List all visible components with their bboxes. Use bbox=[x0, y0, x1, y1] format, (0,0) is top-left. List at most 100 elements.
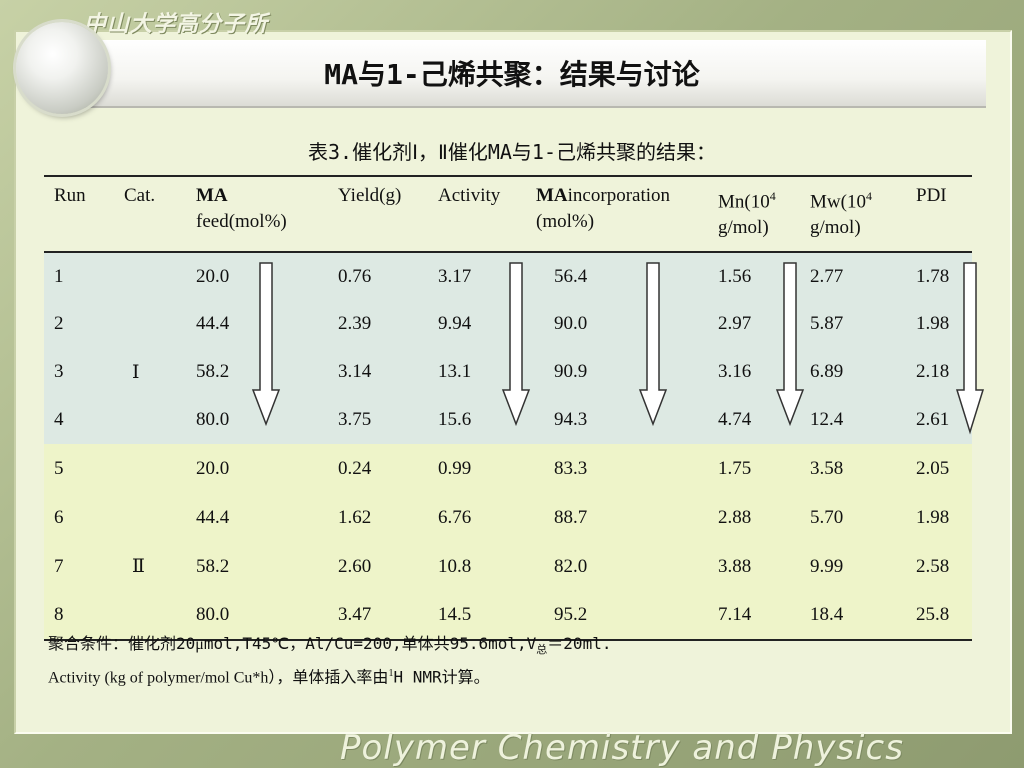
cell-activity: 14.5 bbox=[438, 604, 472, 626]
cell-mw: 5.87 bbox=[810, 313, 844, 335]
cell-activity: 0.99 bbox=[438, 457, 472, 479]
cell-pdi: 2.58 bbox=[916, 555, 950, 577]
cell-incorporation: 90.0 bbox=[554, 313, 588, 335]
cell-run: 8 bbox=[54, 604, 64, 626]
header-mn: Mn(104 g/mol) bbox=[708, 176, 800, 252]
cell-ma: 80.0 bbox=[196, 409, 230, 431]
header-mw-b: g/mol) bbox=[810, 217, 861, 239]
brand-text: Polymer Chemistry and Physics bbox=[340, 728, 904, 768]
footnote-1c: ＝20ml. bbox=[547, 634, 612, 653]
cell-mn: 3.16 bbox=[718, 361, 752, 383]
cell-cat bbox=[114, 444, 186, 493]
table-row: 8 80.0 3.47 14.5 95.2 7.14 18.4 25.8 bbox=[44, 591, 972, 641]
header-incorporation: MAincorporation (mol%) bbox=[526, 176, 708, 252]
cell-yield: 0.76 bbox=[338, 265, 372, 287]
cell-activity: 15.6 bbox=[438, 409, 472, 431]
cell-ma: 20.0 bbox=[196, 265, 230, 287]
cell-activity: 3.17 bbox=[438, 265, 472, 287]
header-inc-unit: (mol%) bbox=[536, 211, 595, 232]
footnote-line-1: 聚合条件：催化剂20μmol,T45℃，Al/Cu=200,单体共95.6mol… bbox=[48, 632, 611, 662]
org-name: 中山大学高分子所 bbox=[84, 12, 269, 37]
cell-run: 6 bbox=[54, 506, 64, 528]
cell-pdi: 2.05 bbox=[916, 457, 950, 479]
header-inc-rest: incorporation bbox=[567, 185, 671, 206]
cell-incorporation: 94.3 bbox=[554, 409, 588, 431]
table-caption: 表3.催化剂Ⅰ，Ⅱ催化MA与1-己烯共聚的结果： bbox=[308, 140, 716, 164]
cell-yield: 3.14 bbox=[338, 361, 372, 383]
header-yield: Yield(g) bbox=[338, 185, 402, 206]
table-row: 2 44.4 2.39 9.94 90.0 2.97 5.87 1.98 bbox=[44, 300, 972, 349]
header-mw-sup: 4 bbox=[865, 189, 872, 203]
decorative-orb-icon bbox=[16, 22, 108, 114]
cell-mw: 9.99 bbox=[810, 555, 844, 577]
cell-run: 5 bbox=[54, 457, 64, 479]
cell-yield: 3.75 bbox=[338, 409, 372, 431]
footnote: 聚合条件：催化剂20μmol,T45℃，Al/Cu=200,单体共95.6mol… bbox=[48, 632, 611, 691]
header-ma-rest: feed(mol%) bbox=[196, 211, 287, 232]
cell-ma: 80.0 bbox=[196, 604, 230, 626]
cell-mn: 2.88 bbox=[718, 506, 752, 528]
table-row: 5 20.0 0.24 0.99 83.3 1.75 3.58 2.05 bbox=[44, 444, 972, 494]
cell-pdi: 1.78 bbox=[916, 265, 950, 287]
footnote-1a: 聚合条件：催化剂20 bbox=[48, 634, 196, 653]
cell-run: 3 bbox=[54, 361, 64, 383]
cell-cat: Ⅱ bbox=[132, 556, 145, 578]
cell-pdi: 1.98 bbox=[916, 506, 950, 528]
cell-activity: 6.76 bbox=[438, 506, 472, 528]
header-mn-b: g/mol) bbox=[718, 217, 769, 239]
cell-mn: 2.97 bbox=[718, 313, 752, 335]
results-table: Run Cat. MA feed(mol%) Yield(g) Activity … bbox=[44, 175, 972, 641]
cell-incorporation: 83.3 bbox=[554, 457, 588, 479]
cell-incorporation: 90.9 bbox=[554, 361, 588, 383]
footnote-2a: Activity (kg of polymer/mol Cu*h），单体插入率由 bbox=[48, 669, 389, 687]
footnote-1-sub: 总 bbox=[536, 643, 548, 657]
title-bar bbox=[40, 40, 986, 108]
header-mw: Mw(104 g/mol) bbox=[800, 176, 906, 252]
cell-run: 7 bbox=[54, 555, 64, 577]
table-row: 6 44.4 1.62 6.76 88.7 2.88 5.70 1.98 bbox=[44, 493, 972, 543]
cell-activity: 10.8 bbox=[438, 555, 472, 577]
cell-activity: 9.94 bbox=[438, 313, 472, 335]
cell-ma: 58.2 bbox=[196, 555, 230, 577]
cell-mn: 4.74 bbox=[718, 409, 752, 431]
table-row: 3 Ⅰ 58.2 3.14 13.1 90.9 3.16 6.89 2.18 bbox=[44, 348, 972, 397]
footnote-line-2: Activity (kg of polymer/mol Cu*h），单体插入率由… bbox=[48, 662, 611, 690]
header-mw-a: Mw(10 bbox=[810, 191, 866, 213]
cell-mn: 3.88 bbox=[718, 555, 752, 577]
header-pdi: PDI bbox=[916, 185, 947, 206]
cell-yield: 0.24 bbox=[338, 457, 372, 479]
cell-ma: 44.4 bbox=[196, 506, 230, 528]
table-row: 4 80.0 3.75 15.6 94.3 4.74 12.4 2.61 bbox=[44, 396, 972, 445]
cell-yield: 2.39 bbox=[338, 313, 372, 335]
table-header-row: Run Cat. MA feed(mol%) Yield(g) Activity … bbox=[44, 176, 972, 253]
cell-run: 4 bbox=[54, 409, 64, 431]
cell-incorporation: 88.7 bbox=[554, 506, 588, 528]
cell-mn: 1.75 bbox=[718, 457, 752, 479]
cell-cat bbox=[114, 493, 186, 542]
header-cat: Cat. bbox=[124, 185, 156, 206]
results-table-wrapper: Run Cat. MA feed(mol%) Yield(g) Activity … bbox=[44, 175, 972, 641]
cell-ma: 44.4 bbox=[196, 313, 230, 335]
cell-cat bbox=[114, 252, 186, 300]
cell-yield: 2.60 bbox=[338, 555, 372, 577]
cell-mw: 3.58 bbox=[810, 457, 844, 479]
footnote-1b: mol,T45℃，Al/Cu=200,单体共95.6mol,V bbox=[203, 634, 537, 653]
cell-mw: 2.77 bbox=[810, 265, 844, 287]
cell-mn: 7.14 bbox=[718, 604, 752, 626]
cell-yield: 1.62 bbox=[338, 506, 372, 528]
cell-incorporation: 82.0 bbox=[554, 555, 588, 577]
cell-activity: 13.1 bbox=[438, 361, 472, 383]
cell-mn: 1.56 bbox=[718, 265, 752, 287]
cell-ma: 58.2 bbox=[196, 361, 230, 383]
header-ma-feed: MA feed(mol%) bbox=[186, 176, 328, 252]
cell-run: 1 bbox=[54, 265, 64, 287]
header-inc-bold: MA bbox=[536, 185, 568, 206]
cell-pdi: 1.98 bbox=[916, 313, 950, 335]
footnote-2-sup: 1 bbox=[388, 668, 394, 680]
cell-cat bbox=[114, 300, 186, 348]
header-mn-sup: 4 bbox=[769, 189, 776, 203]
cell-run: 2 bbox=[54, 313, 64, 335]
cell-mw: 18.4 bbox=[810, 604, 844, 626]
header-mn-a: Mn(10 bbox=[718, 191, 770, 213]
header-activity: Activity bbox=[438, 185, 501, 206]
